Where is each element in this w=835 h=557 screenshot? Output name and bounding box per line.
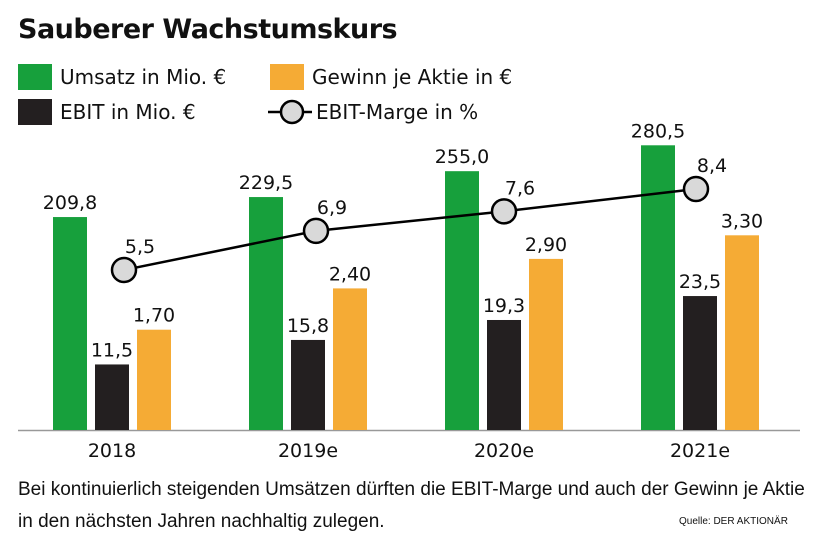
legend-label-gewinn: Gewinn je Aktie in €: [312, 65, 513, 89]
legend-marker-circle-icon: [268, 99, 312, 125]
bar-umsatz: [641, 145, 675, 431]
data-label-ebit-marge: 8,4: [697, 155, 727, 177]
bar-ebit: [95, 364, 129, 430]
bar-ebit: [291, 339, 325, 430]
legend-swatch-gewinn: [270, 64, 304, 90]
x-tick-label: 2021e: [670, 440, 730, 462]
chart-area: 209,8 229,5 255,0 280,5 11,5 15,8 19,3 23,5 1,70…: [18, 120, 800, 462]
legend-item-ebit: EBIT in Mio. €: [18, 99, 196, 125]
line-ebit-marge: [123, 187, 697, 272]
data-label-umsatz: 255,0: [435, 146, 489, 168]
bar-ebit: [683, 296, 717, 430]
bar-gewinn: [725, 235, 759, 430]
x-tick-label: 2020e: [474, 440, 534, 462]
data-label-ebit: 15,8: [287, 315, 329, 337]
footer-caption: Bei kontinuierlich steigenden Umsätzen d…: [18, 479, 805, 532]
legend-label-ebit: EBIT in Mio. €: [60, 100, 196, 124]
legend-swatch-umsatz: [18, 64, 52, 90]
source-note: Quelle: DER AKTIONÄR: [679, 516, 788, 527]
data-label-gewinn: 2,40: [329, 263, 371, 285]
bar-umsatz: [249, 197, 283, 430]
legend-item-gewinn: Gewinn je Aktie in €: [270, 64, 512, 90]
data-label-gewinn: 1,70: [133, 305, 175, 327]
bar-gewinn: [137, 329, 171, 430]
data-label-umsatz: 280,5: [631, 120, 685, 142]
data-label-ebit: 23,5: [679, 271, 721, 293]
bar-ebit: [487, 319, 521, 430]
data-label-ebit: 11,5: [91, 339, 133, 361]
legend-swatch-ebit: [18, 99, 52, 125]
data-label-ebit-marge: 6,9: [317, 197, 347, 219]
x-tick-label: 2018: [88, 440, 136, 462]
bar-umsatz: [53, 217, 87, 430]
data-label-gewinn: 2,90: [525, 234, 567, 256]
legend-item-ebit-marge: EBIT-Marge in %: [266, 99, 478, 125]
data-label-umsatz: 209,8: [43, 192, 97, 214]
marker-ebit-marge: [302, 217, 330, 245]
x-tick-label: 2019e: [278, 440, 338, 462]
data-label-umsatz: 229,5: [239, 172, 293, 194]
legend-item-umsatz: Umsatz in Mio. €: [18, 64, 226, 90]
legend-label-umsatz: Umsatz in Mio. €: [60, 65, 227, 89]
marker-ebit-marge: [110, 256, 138, 284]
data-label-ebit: 19,3: [483, 295, 525, 317]
chart-title: Sauberer Wachstumskurs: [18, 14, 398, 45]
marker-ebit-marge: [490, 198, 518, 225]
data-label-ebit-marge: 7,6: [505, 177, 535, 199]
data-label-ebit-marge: 5,5: [125, 236, 155, 258]
data-label-gewinn: 3,30: [721, 210, 763, 232]
bar-umsatz: [445, 171, 479, 431]
marker-ebit-marge: [682, 175, 710, 203]
bar-gewinn: [333, 288, 367, 430]
legend-label-ebit-marge: EBIT-Marge in %: [316, 100, 479, 124]
bar-gewinn: [529, 258, 563, 430]
